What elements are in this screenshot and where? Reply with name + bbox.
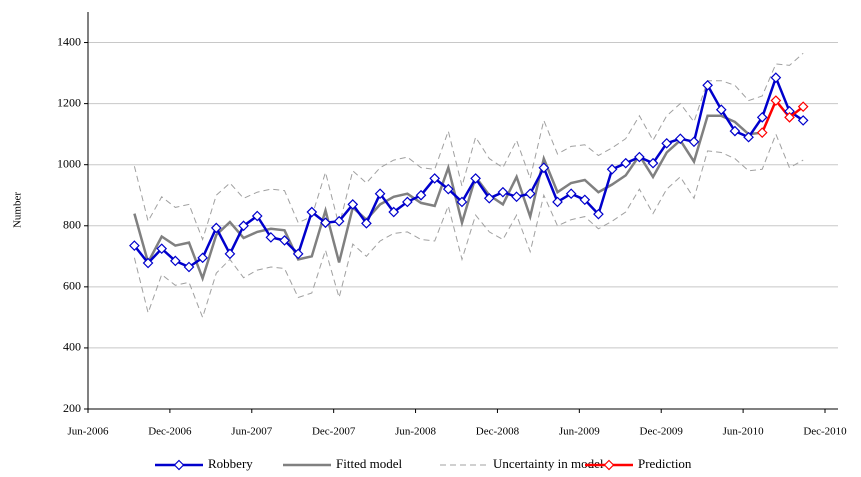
marker: [715, 104, 727, 116]
marker: [497, 186, 509, 198]
marker: [770, 72, 782, 84]
marker: [142, 257, 154, 269]
marker: [620, 157, 632, 169]
marker: [320, 217, 331, 229]
marker: [756, 127, 768, 138]
marker: [593, 208, 604, 220]
marker: [156, 243, 168, 255]
legend-label: Prediction: [638, 456, 692, 471]
marker: [265, 232, 277, 243]
legend-item: Prediction: [585, 456, 692, 471]
y-axis-label: Number: [12, 192, 24, 228]
x-tick-label: Dec-2007: [312, 426, 356, 438]
y-tick-label: 1000: [57, 156, 81, 170]
marker: [183, 261, 195, 273]
legend-item: Uncertainty in model: [440, 456, 604, 471]
marker: [674, 133, 686, 145]
marker: [306, 206, 318, 218]
marker: [634, 151, 645, 163]
marker: [415, 189, 427, 201]
series-line: [133, 74, 804, 269]
marker: [743, 131, 754, 143]
marker: [770, 95, 782, 106]
marker: [129, 240, 140, 251]
x-tick-label: Jun-2007: [231, 426, 272, 438]
y-tick-label: 600: [63, 279, 81, 293]
marker: [388, 206, 400, 218]
marker: [279, 235, 290, 246]
marker: [511, 191, 522, 203]
y-tick-label: 200: [63, 401, 81, 415]
marker: [729, 125, 741, 137]
x-tick-label: Dec-2010: [803, 426, 847, 438]
legend-label: Robbery: [208, 456, 253, 471]
legend-label: Fitted model: [336, 456, 402, 471]
legend-item: Robbery: [155, 456, 253, 471]
y-tick-label: 1200: [57, 95, 81, 109]
marker: [470, 173, 481, 184]
y-tick-label: 800: [63, 218, 81, 232]
marker: [524, 188, 536, 200]
marker: [565, 188, 577, 200]
marker: [197, 252, 208, 264]
marker: [361, 217, 372, 229]
marker: [238, 220, 249, 232]
marker: [429, 173, 441, 184]
legend-item: Fitted model: [283, 456, 402, 471]
marker: [603, 459, 615, 471]
marker: [402, 196, 413, 208]
marker: [606, 163, 618, 175]
x-tick-label: Dec-2009: [640, 426, 684, 438]
x-tick-label: Jun-2009: [559, 426, 600, 438]
marker: [442, 183, 454, 195]
marker: [251, 210, 263, 222]
marker: [797, 101, 809, 113]
marker: [173, 459, 185, 471]
marker: [224, 248, 236, 260]
marker: [784, 112, 795, 123]
marker: [579, 194, 591, 206]
marker: [374, 188, 386, 200]
x-tick-label: Jun-2006: [68, 426, 109, 438]
series-line: [133, 52, 804, 242]
marker: [333, 215, 345, 227]
y-tick-label: 1400: [57, 34, 81, 48]
marker: [661, 137, 673, 149]
marker: [756, 112, 768, 123]
marker: [456, 196, 468, 208]
x-tick-label: Dec-2008: [476, 426, 520, 438]
marker: [647, 157, 659, 169]
x-tick-label: Dec-2006: [148, 426, 192, 438]
legend-label: Uncertainty in model: [493, 456, 604, 471]
marker: [702, 79, 713, 91]
marker: [688, 136, 700, 148]
marker: [347, 199, 359, 210]
x-tick-label: Jun-2010: [723, 426, 764, 438]
marker: [169, 255, 181, 267]
series-line: [761, 98, 804, 134]
marker: [483, 192, 495, 204]
x-tick-label: Jun-2008: [395, 426, 436, 438]
marker: [210, 222, 222, 234]
marker: [552, 196, 563, 208]
marker: [797, 115, 809, 126]
marker: [538, 162, 550, 174]
marker: [292, 248, 304, 260]
y-tick-label: 400: [63, 340, 81, 354]
